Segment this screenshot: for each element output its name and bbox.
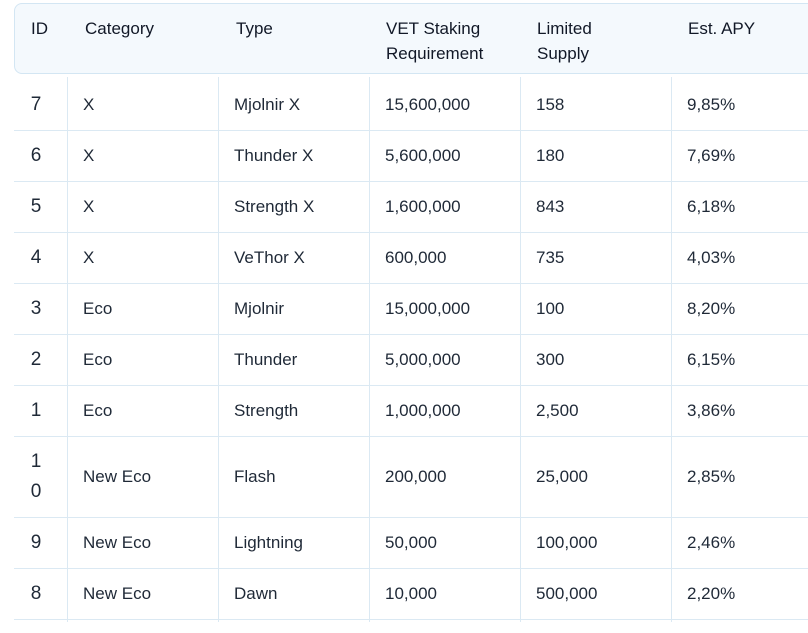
table-row: 1 0 New Eco Flash 200,000 25,000 2,85% [14, 437, 808, 518]
cell-category: Eco [83, 350, 113, 369]
cell-apy: 8,20% [687, 299, 736, 318]
column-divider [218, 77, 219, 622]
cell-type: Mjolnir X [234, 95, 301, 114]
header-vet-line1: VET Staking [386, 19, 481, 38]
cell-apy: 9,85% [687, 95, 736, 114]
cell-id: 4 [30, 247, 42, 268]
cell-id: 9 [30, 532, 42, 553]
cell-id: 2 [30, 349, 42, 370]
table-row: 3 Eco Mjolnir 15,000,000 100 8,20% [14, 284, 808, 335]
cell-apy: 2,46% [687, 533, 736, 552]
cell-category: Eco [83, 401, 113, 420]
cell-id: 7 [30, 94, 42, 115]
cell-category: X [83, 248, 95, 267]
column-divider [671, 77, 672, 622]
cell-supply: 2,500 [536, 401, 579, 420]
cell-type: Flash [234, 467, 276, 486]
cell-type: Strength X [234, 197, 315, 216]
cell-supply: 100,000 [536, 533, 598, 552]
cell-id: 1 [30, 400, 42, 421]
header-supply-line2: Supply [537, 44, 589, 63]
header-limited-supply: Limited Supply [537, 16, 592, 66]
header-vet-line2: Requirement [386, 44, 484, 63]
cell-id: 5 [30, 196, 42, 217]
cell-id: 6 [30, 145, 42, 166]
cell-apy: 6,18% [687, 197, 736, 216]
cell-vet: 5,000,000 [385, 350, 461, 369]
table-row: 8 New Eco Dawn 10,000 500,000 2,20% [14, 569, 808, 620]
cell-type: Strength [234, 401, 299, 420]
cell-supply: 25,000 [536, 467, 588, 486]
table-row: 1 Eco Strength 1,000,000 2,500 3,86% [14, 386, 808, 437]
cell-type: Dawn [234, 584, 278, 603]
cell-apy: 3,86% [687, 401, 736, 420]
cell-type: Thunder X [234, 146, 314, 165]
cell-vet: 1,600,000 [385, 197, 461, 216]
cell-vet: 5,600,000 [385, 146, 461, 165]
cell-supply: 180 [536, 146, 565, 165]
cell-category: Eco [83, 299, 113, 318]
cell-id: 8 [30, 583, 42, 604]
table-row: 9 New Eco Lightning 50,000 100,000 2,46% [14, 518, 808, 569]
cell-vet: 600,000 [385, 248, 447, 267]
cell-supply: 300 [536, 350, 565, 369]
cell-vet: 10,000 [385, 584, 437, 603]
cell-type: Thunder [234, 350, 298, 369]
table-row: 6 X Thunder X 5,600,000 180 7,69% [14, 131, 808, 182]
header-category: Category [85, 19, 154, 38]
cell-supply: 500,000 [536, 584, 598, 603]
nodes-table: ID Category Type VET Staking Requirement… [14, 3, 808, 620]
cell-supply: 843 [536, 197, 565, 216]
cell-type: Mjolnir [234, 299, 285, 318]
cell-vet: 15,000,000 [385, 299, 471, 318]
cell-category: X [83, 197, 95, 216]
table-header: ID Category Type VET Staking Requirement… [14, 3, 808, 74]
header-id: ID [31, 19, 48, 38]
cell-vet: 50,000 [385, 533, 437, 552]
cell-type: Lightning [234, 533, 304, 552]
cell-apy: 4,03% [687, 248, 736, 267]
header-vet-requirement: VET Staking Requirement [386, 16, 483, 66]
header-supply-line1: Limited [537, 19, 592, 38]
cell-supply: 735 [536, 248, 565, 267]
cell-vet: 200,000 [385, 467, 447, 486]
cell-vet: 1,000,000 [385, 401, 461, 420]
cell-apy: 6,15% [687, 350, 736, 369]
cell-category: New Eco [83, 533, 152, 552]
cell-apy: 2,85% [687, 467, 736, 486]
header-apy: Est. APY [688, 19, 756, 38]
cell-category: New Eco [83, 584, 152, 603]
table-row: 7 X Mjolnir X 15,600,000 158 9,85% [14, 80, 808, 131]
column-divider [67, 77, 68, 622]
table-row: 4 X VeThor X 600,000 735 4,03% [14, 233, 808, 284]
cell-apy: 2,20% [687, 584, 736, 603]
cell-category: X [83, 95, 95, 114]
cell-id-digit: 1 [30, 451, 42, 472]
table-body: 7 X Mjolnir X 15,600,000 158 9,85% 6 X Thunder X… [14, 80, 808, 620]
cell-supply: 158 [536, 95, 565, 114]
cell-type: VeThor X [234, 248, 305, 267]
cell-apy: 7,69% [687, 146, 736, 165]
table-row: 5 X Strength X 1,600,000 843 6,18% [14, 182, 808, 233]
header-type: Type [236, 19, 273, 38]
cell-category: X [83, 146, 95, 165]
column-divider [520, 77, 521, 622]
cell-category: New Eco [83, 467, 152, 486]
cell-id-digit: 0 [30, 481, 42, 502]
cell-vet: 15,600,000 [385, 95, 471, 114]
table-row: 2 Eco Thunder 5,000,000 300 6,15% [14, 335, 808, 386]
cell-id: 3 [30, 298, 42, 319]
column-divider [369, 77, 370, 622]
cell-supply: 100 [536, 299, 565, 318]
